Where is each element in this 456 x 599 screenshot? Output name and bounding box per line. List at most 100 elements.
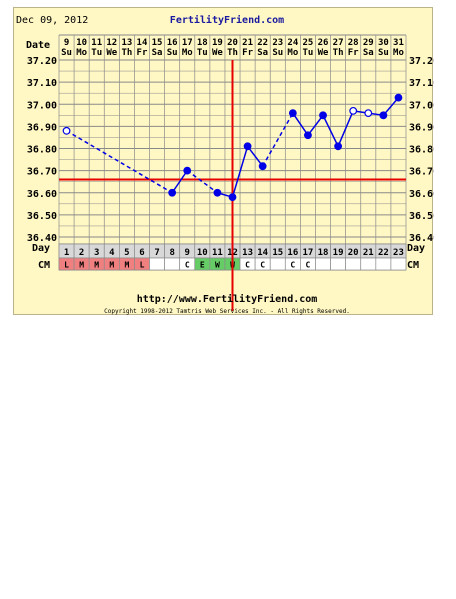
date-row-label: Date	[26, 40, 50, 51]
cm-label: C	[185, 261, 190, 270]
data-point	[183, 166, 192, 175]
series-segment	[231, 146, 249, 198]
weekday-label: Sa	[363, 48, 374, 58]
date-label: 23	[272, 38, 283, 48]
weekday-label: Sa	[257, 48, 268, 58]
cm-label: C	[260, 261, 265, 270]
weekday-label: Fr	[137, 48, 148, 58]
y-tick-label-right: 36.80	[409, 145, 434, 156]
y-tick-label-right: 37.10	[409, 78, 434, 89]
data-point	[394, 93, 403, 102]
weekday-label: Th	[227, 48, 238, 58]
weekday-label: Su	[61, 48, 72, 58]
cycle-day-label: 22	[378, 248, 389, 258]
cm-cell	[360, 257, 377, 271]
weekday-label: Mo	[287, 48, 298, 58]
cm-cell	[269, 257, 286, 271]
weekday-label: We	[318, 48, 329, 58]
cm-label: M	[94, 261, 99, 270]
weekday-label: We	[212, 48, 223, 58]
y-tick-label-right: 36.60	[409, 189, 434, 200]
data-point-open	[349, 106, 358, 115]
weekday-label: Mo	[76, 48, 87, 58]
date-label: 15	[152, 38, 163, 48]
date-label: 17	[182, 38, 193, 48]
series-segment	[292, 112, 309, 136]
cm-label: L	[64, 261, 69, 270]
cycle-day-label: 11	[212, 248, 223, 258]
weekday-label: Su	[272, 48, 283, 58]
site-name: FertilityFriend.com	[170, 14, 284, 26]
cycle-day-label: 18	[318, 248, 329, 258]
data-point	[228, 193, 237, 202]
weekday-label: Tu	[197, 48, 208, 58]
date-label: 24	[287, 38, 298, 48]
y-tick-label-right: 37.00	[409, 100, 434, 111]
cycle-day-label: 8	[169, 248, 174, 258]
fertility-chart-card: Dec 09, 2012 FertilityFriend.com Date Da…	[13, 7, 434, 315]
date-label: 22	[257, 38, 268, 48]
temperature-axis: 37.20 37.20 37.10 37.10 37.00 37.00 36.90 36.90…	[27, 56, 434, 244]
date-label: 26	[318, 38, 329, 48]
date-label: 28	[348, 38, 359, 48]
cervical-mucus-row: LMMMMLCEWWCCCC	[58, 257, 407, 271]
day-row-label-right: Day	[407, 243, 425, 254]
cycle-day-label: 23	[393, 248, 404, 258]
weekday-label: Mo	[393, 48, 404, 58]
day-row-label: Day	[32, 243, 50, 254]
y-tick-label-right: 36.40	[409, 233, 434, 244]
cm-label: M	[109, 261, 114, 270]
footer-url: http://www.FertilityFriend.com	[137, 293, 318, 305]
cm-cell	[345, 257, 362, 271]
y-tick-label-right: 36.50	[409, 211, 434, 222]
cycle-day-label: 19	[333, 248, 344, 258]
data-point	[168, 188, 177, 197]
cycle-day-label: 5	[124, 248, 129, 258]
y-tick-label: 37.00	[27, 100, 57, 111]
date-label: 13	[121, 38, 132, 48]
weekday-label: Sa	[152, 48, 163, 58]
date-label: 9	[64, 38, 69, 48]
bbt-chart-svg: Dec 09, 2012 FertilityFriend.com Date Da…	[16, 14, 434, 315]
cm-label: E	[200, 261, 205, 270]
weekday-label: Th	[333, 48, 344, 58]
weekday-label: Su	[167, 48, 178, 58]
data-point	[213, 188, 222, 197]
y-tick-label-right: 36.70	[409, 167, 434, 178]
y-tick-label: 37.20	[27, 56, 57, 67]
cycle-day-label: 20	[348, 248, 359, 258]
data-point	[379, 111, 388, 120]
cm-label: C	[245, 261, 250, 270]
data-point	[243, 142, 252, 151]
cm-row-label-right: CM	[407, 260, 419, 271]
cm-cell	[375, 257, 392, 271]
cycle-day-label: 17	[303, 248, 314, 258]
date-label: 30	[378, 38, 389, 48]
cycle-day-label: 15	[272, 248, 283, 258]
cm-row-label: CM	[38, 260, 50, 271]
footer-copyright: Copyright 1998-2012 Tamtris Web Services…	[104, 308, 350, 315]
date-label: 11	[91, 38, 102, 48]
cycle-day-label: 13	[242, 248, 253, 258]
cm-cell	[164, 257, 181, 271]
cycle-day-label: 10	[197, 248, 208, 258]
cm-cell	[149, 257, 165, 271]
weekday-label: Fr	[348, 48, 359, 58]
date-label: 19	[212, 38, 223, 48]
reference-lines	[59, 60, 406, 311]
cycle-day-label: 4	[109, 248, 115, 258]
cm-label: M	[79, 261, 84, 270]
y-tick-label-right: 36.90	[409, 122, 434, 133]
weekday-label: Fr	[242, 48, 253, 58]
data-point	[319, 111, 327, 120]
date-label: 27	[333, 38, 344, 48]
y-tick-label-right: 37.20	[409, 56, 434, 67]
cycle-day-label: 16	[287, 248, 298, 258]
cm-cell	[315, 257, 331, 271]
weekday-label: Mo	[182, 48, 193, 58]
data-point	[334, 142, 343, 151]
weekday-label: We	[106, 48, 117, 58]
y-tick-label: 36.90	[27, 122, 57, 133]
data-point-open	[62, 126, 71, 135]
cycle-day-label: 21	[363, 248, 374, 258]
